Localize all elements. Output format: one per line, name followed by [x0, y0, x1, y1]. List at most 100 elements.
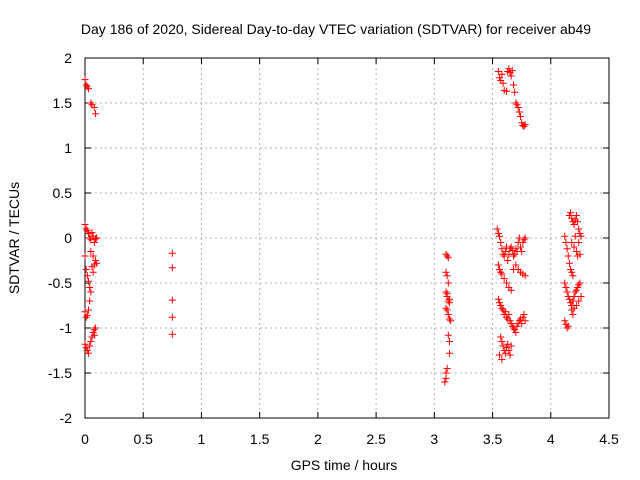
data-point: [499, 342, 507, 350]
data-point: [563, 288, 571, 296]
data-point: [508, 67, 516, 75]
y-tick-label: -1: [60, 320, 73, 336]
data-point: [498, 338, 506, 345]
data-point: [83, 272, 91, 280]
data-point: [90, 331, 98, 339]
data-point: [497, 333, 505, 341]
data-point: [168, 264, 176, 272]
data-point: [498, 356, 506, 363]
chart-title: Day 186 of 2020, Sidereal Day-to-day VTE…: [81, 21, 591, 37]
data-point: [443, 365, 451, 372]
data-point: [500, 275, 508, 282]
data-point: [445, 338, 453, 345]
data-point: [86, 297, 94, 305]
data-point: [569, 272, 577, 280]
data-point: [82, 81, 90, 89]
data-point: [521, 234, 529, 242]
data-point: [576, 279, 584, 287]
y-tick-label: 0: [64, 230, 72, 246]
data-point: [87, 99, 95, 107]
axis-layer: [84, 57, 610, 419]
data-point: [504, 257, 512, 264]
data-point: [499, 79, 507, 87]
data-point: [445, 295, 453, 303]
data-point: [447, 317, 455, 325]
y-axis-label: SDTVAR / TECUs: [6, 182, 22, 294]
data-point: [91, 235, 99, 243]
data-point: [442, 374, 450, 382]
data-point: [521, 317, 529, 325]
data-point: [91, 324, 99, 332]
data-point: [504, 340, 512, 348]
data-point: [168, 249, 176, 257]
data-point: [505, 311, 513, 318]
data-point: [442, 250, 450, 258]
y-tick-label: -1.5: [48, 365, 72, 381]
data-point: [443, 290, 451, 298]
data-point: [563, 324, 571, 332]
data-point: [512, 329, 520, 336]
grid-layer: [85, 58, 609, 418]
y-tick-label: -2: [60, 410, 73, 426]
y-tick-label: 0.5: [53, 185, 73, 201]
x-tick-label: 3.5: [483, 431, 503, 447]
data-points-layer: [81, 65, 585, 386]
data-point: [443, 306, 451, 314]
data-point: [561, 279, 569, 287]
data-point: [508, 247, 516, 255]
data-point: [511, 88, 519, 96]
data-point: [520, 122, 528, 130]
data-point: [496, 232, 504, 240]
data-point: [84, 306, 92, 314]
data-point: [89, 252, 97, 260]
data-point: [568, 214, 576, 222]
x-tick-label: 4: [547, 431, 555, 447]
data-point: [496, 351, 504, 359]
data-point: [497, 239, 505, 246]
data-point: [568, 239, 576, 246]
plot-frame: [84, 57, 610, 419]
data-point: [510, 324, 518, 332]
data-point: [561, 317, 569, 325]
data-point: [443, 272, 451, 280]
data-point: [83, 311, 91, 319]
data-point: [563, 245, 571, 253]
data-point: [442, 268, 450, 276]
x-tick-label: 3: [430, 431, 438, 447]
data-point: [561, 232, 569, 240]
data-point: [87, 248, 95, 255]
data-point: [444, 331, 452, 339]
data-point: [562, 284, 570, 291]
data-point: [93, 259, 101, 267]
data-point: [494, 261, 502, 269]
data-point: [84, 277, 92, 285]
data-point: [564, 322, 572, 330]
data-point: [569, 311, 577, 318]
data-point: [500, 252, 508, 260]
data-point: [83, 83, 91, 91]
x-tick-label: 0: [81, 431, 89, 447]
data-point: [445, 315, 453, 323]
data-point: [570, 293, 578, 300]
data-point: [515, 108, 523, 116]
x-tick-label: 4.5: [599, 431, 619, 447]
data-point: [572, 302, 580, 309]
data-point: [521, 272, 529, 280]
data-point: [81, 76, 89, 84]
data-point: [84, 85, 92, 93]
data-point: [494, 295, 502, 303]
data-point: [518, 248, 526, 255]
data-point: [86, 284, 94, 291]
data-point: [84, 230, 92, 237]
data-point: [575, 281, 583, 289]
data-point: [512, 99, 520, 107]
data-point: [505, 347, 513, 354]
data-point: [576, 250, 584, 258]
data-point: [512, 261, 520, 269]
data-point: [82, 313, 90, 321]
data-point: [570, 243, 578, 251]
data-point: [567, 209, 575, 217]
data-point: [520, 236, 528, 244]
data-point: [442, 288, 450, 296]
